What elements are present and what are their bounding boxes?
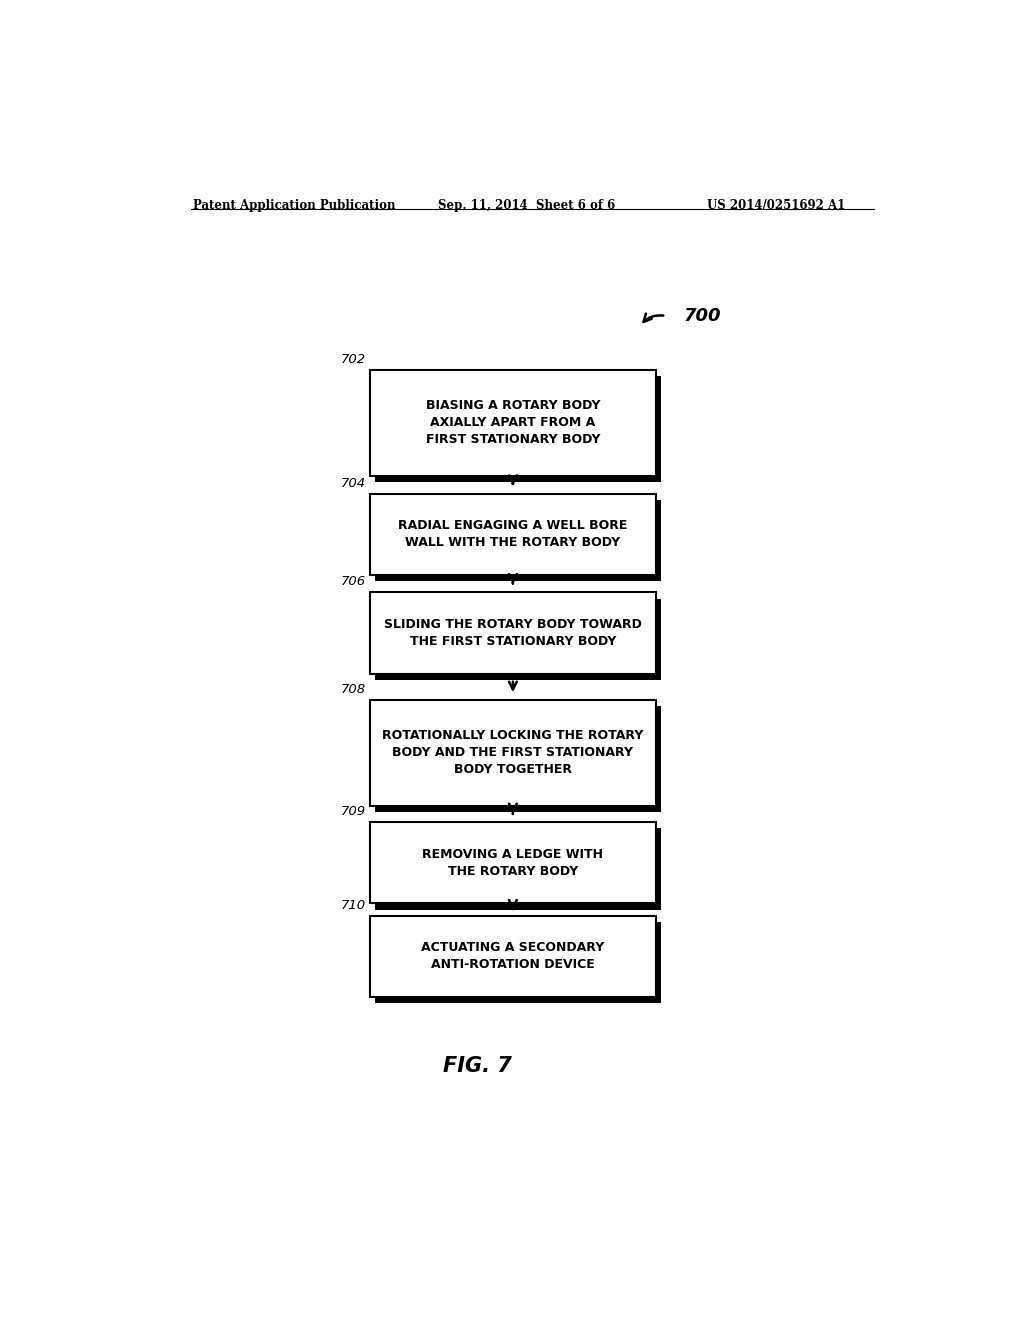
Text: US 2014/0251692 A1: US 2014/0251692 A1: [708, 199, 846, 213]
Text: ACTUATING A SECONDARY
ANTI-ROTATION DEVICE: ACTUATING A SECONDARY ANTI-ROTATION DEVI…: [421, 941, 604, 972]
Text: 704: 704: [341, 477, 367, 490]
FancyBboxPatch shape: [375, 921, 660, 1003]
Text: 708: 708: [341, 682, 367, 696]
FancyBboxPatch shape: [370, 700, 655, 805]
Text: Patent Application Publication: Patent Application Publication: [194, 199, 395, 213]
FancyBboxPatch shape: [375, 706, 660, 812]
Text: 702: 702: [341, 352, 367, 366]
FancyBboxPatch shape: [370, 822, 655, 903]
FancyBboxPatch shape: [370, 593, 655, 673]
Text: SLIDING THE ROTARY BODY TOWARD
THE FIRST STATIONARY BODY: SLIDING THE ROTARY BODY TOWARD THE FIRST…: [384, 618, 642, 648]
Text: Sep. 11, 2014  Sheet 6 of 6: Sep. 11, 2014 Sheet 6 of 6: [437, 199, 614, 213]
Text: ROTATIONALLY LOCKING THE ROTARY
BODY AND THE FIRST STATIONARY
BODY TOGETHER: ROTATIONALLY LOCKING THE ROTARY BODY AND…: [382, 730, 643, 776]
FancyBboxPatch shape: [370, 494, 655, 576]
Text: 700: 700: [684, 308, 721, 325]
FancyBboxPatch shape: [375, 500, 660, 581]
FancyBboxPatch shape: [375, 376, 660, 482]
FancyBboxPatch shape: [370, 916, 655, 997]
FancyBboxPatch shape: [375, 828, 660, 909]
Text: 706: 706: [341, 576, 367, 589]
FancyBboxPatch shape: [370, 370, 655, 475]
Text: BIASING A ROTARY BODY
AXIALLY APART FROM A
FIRST STATIONARY BODY: BIASING A ROTARY BODY AXIALLY APART FROM…: [426, 399, 600, 446]
Text: FIG. 7: FIG. 7: [442, 1056, 512, 1076]
Text: 710: 710: [341, 899, 367, 912]
Text: RADIAL ENGAGING A WELL BORE
WALL WITH THE ROTARY BODY: RADIAL ENGAGING A WELL BORE WALL WITH TH…: [398, 520, 628, 549]
FancyBboxPatch shape: [375, 598, 660, 680]
Text: REMOVING A LEDGE WITH
THE ROTARY BODY: REMOVING A LEDGE WITH THE ROTARY BODY: [422, 847, 603, 878]
Text: 709: 709: [341, 805, 367, 818]
